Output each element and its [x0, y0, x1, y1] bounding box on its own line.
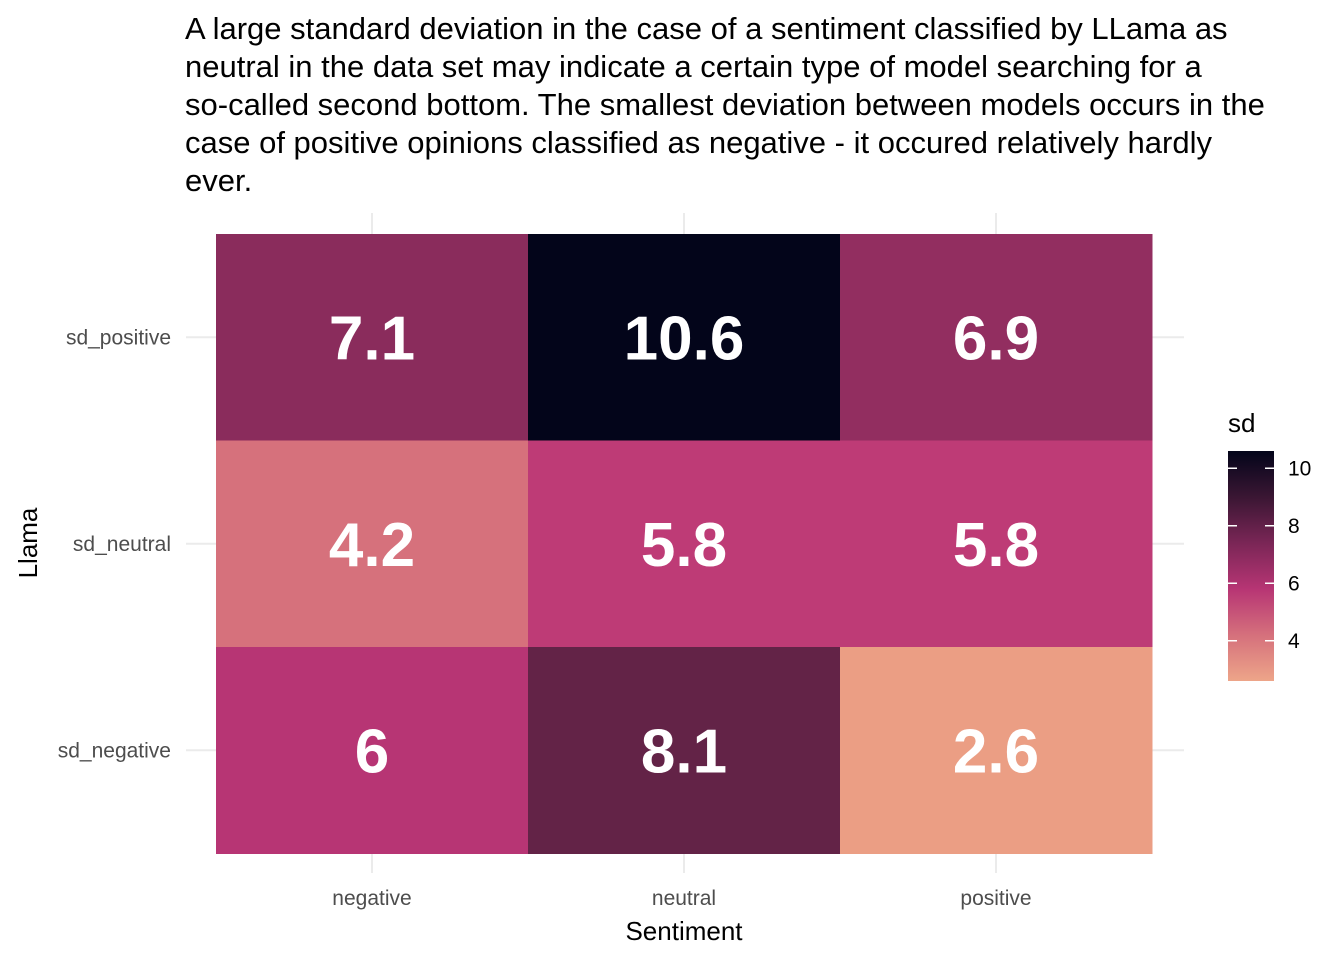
heatmap-cell: [840, 440, 1153, 648]
chart-title: A large standard deviation in the case o…: [185, 10, 1344, 200]
heatmap-cell: [840, 234, 1153, 441]
cell-value-label: 6.9: [953, 304, 1039, 373]
x-tick-label: positive: [960, 887, 1031, 910]
chart-title-line: A large standard deviation in the case o…: [185, 11, 1228, 46]
y-axis-ticks: sd_negative sd_neutral sd_positive: [58, 326, 171, 762]
heatmap-cell: [216, 647, 529, 854]
x-axis-title: Sentiment: [625, 916, 743, 946]
legend-tick-label: 4: [1288, 630, 1300, 653]
legend-tick-label: 8: [1288, 515, 1300, 538]
chart-title-line: ever.: [185, 163, 253, 198]
legend-tick-label: 6: [1288, 572, 1300, 595]
color-legend: sd 4 6 8 10: [1228, 408, 1311, 681]
heatmap-cell: [528, 647, 841, 854]
y-tick-label: sd_positive: [66, 326, 171, 349]
x-tick-label: neutral: [652, 887, 716, 910]
legend-color-bar: [1228, 451, 1274, 681]
chart-title-line: neutral in the data set may indicate a c…: [185, 49, 1202, 84]
heatmap-cell: [216, 440, 529, 648]
heatmap-cell: [528, 440, 841, 648]
heatmap-cell: [840, 647, 1153, 854]
heatmap-cells: 7.1 10.6 6.9 4.2 5.8 5.8 6 8.1 2.6: [216, 234, 1153, 854]
y-tick-label: sd_neutral: [73, 533, 171, 556]
cell-value-label: 5.8: [953, 511, 1039, 580]
legend-tick-label: 10: [1288, 457, 1311, 480]
chart-title-line: case of positive opinions classified as …: [185, 125, 1212, 160]
y-tick-label: sd_negative: [58, 739, 171, 762]
cell-value-label: 6: [355, 717, 389, 786]
legend-ticks: 4 6 8 10: [1228, 457, 1311, 653]
cell-value-label: 5.8: [641, 511, 727, 580]
cell-value-label: 4.2: [329, 511, 415, 580]
y-axis-title: Llama: [13, 507, 43, 578]
cell-value-label: 7.1: [329, 304, 415, 373]
x-axis-ticks: negative neutral positive: [332, 887, 1031, 910]
cell-value-label: 2.6: [953, 717, 1039, 786]
x-tick-label: negative: [332, 887, 411, 910]
legend-title: sd: [1228, 408, 1255, 438]
chart-title-line: so-called second bottom. The smallest de…: [185, 87, 1265, 122]
cell-value-label: 10.6: [624, 304, 745, 373]
heatmap-cell: [528, 234, 841, 441]
cell-value-label: 8.1: [641, 717, 727, 786]
heatmap-cell: [216, 234, 529, 441]
